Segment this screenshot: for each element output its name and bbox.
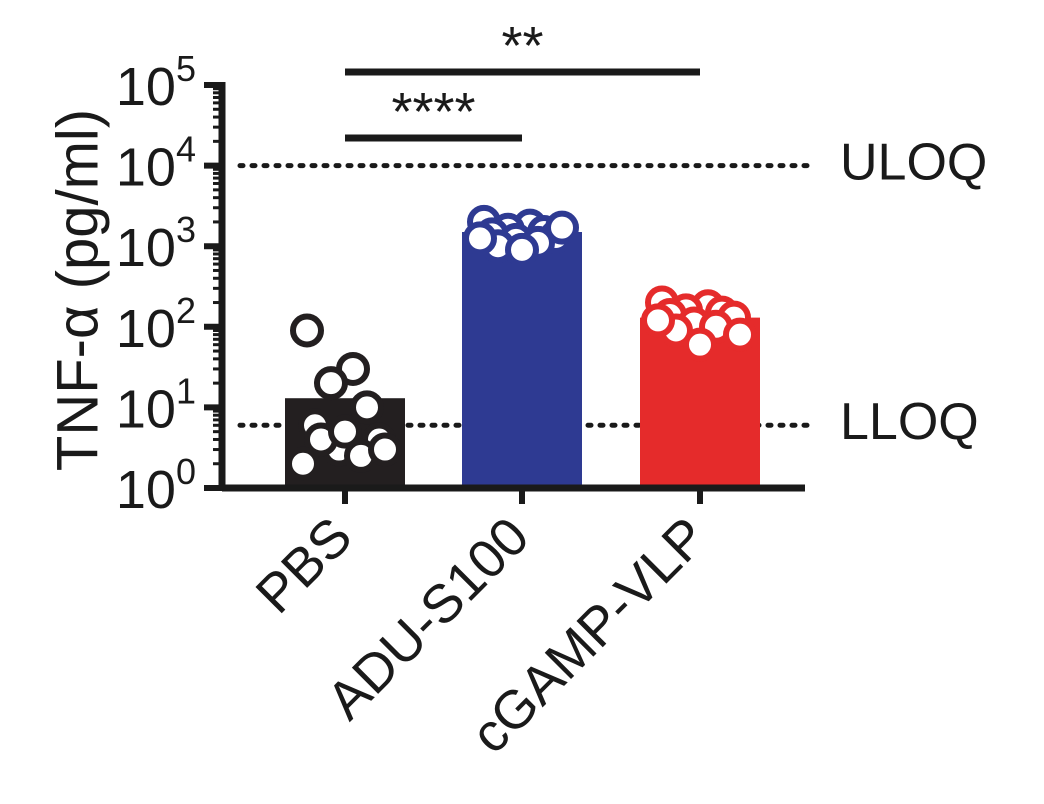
data-point-pbs [350, 390, 384, 425]
data-point-pbs [328, 414, 362, 449]
data-point-adu-s100 [545, 210, 579, 245]
y-tick-label: 102 [116, 290, 196, 359]
y-tick-label: 100 [116, 451, 196, 520]
y-tick-label: 105 [116, 48, 196, 117]
reference-label-uloq: ULOQ [840, 133, 987, 191]
bar-adu-s100 [462, 232, 582, 488]
data-point-pbs [314, 366, 348, 401]
y-tick-label: 103 [116, 209, 196, 278]
data-point-pbs [286, 446, 320, 481]
significance-brackets: ****** [345, 16, 700, 142]
data-point-adu-s100 [463, 221, 497, 256]
data-point-cgamp-vlp [683, 327, 717, 362]
significance-label: ** [501, 16, 543, 76]
reference-label-lloq: LLOQ [840, 393, 979, 451]
y-tick-label: 101 [116, 370, 196, 439]
bars [285, 232, 760, 488]
significance-label: **** [391, 82, 475, 142]
data-point-pbs [290, 313, 324, 348]
data-point-cgamp-vlp [723, 317, 757, 352]
data-point-pbs [368, 432, 402, 467]
data-points [286, 204, 757, 481]
y-axis-label: TNF-α (pg/ml) [45, 109, 110, 471]
data-point-adu-s100 [505, 232, 539, 267]
y-tick-label: 104 [116, 129, 196, 198]
x-tick-label-pbs: PBS [245, 506, 364, 625]
data-point-cgamp-vlp [641, 303, 675, 338]
